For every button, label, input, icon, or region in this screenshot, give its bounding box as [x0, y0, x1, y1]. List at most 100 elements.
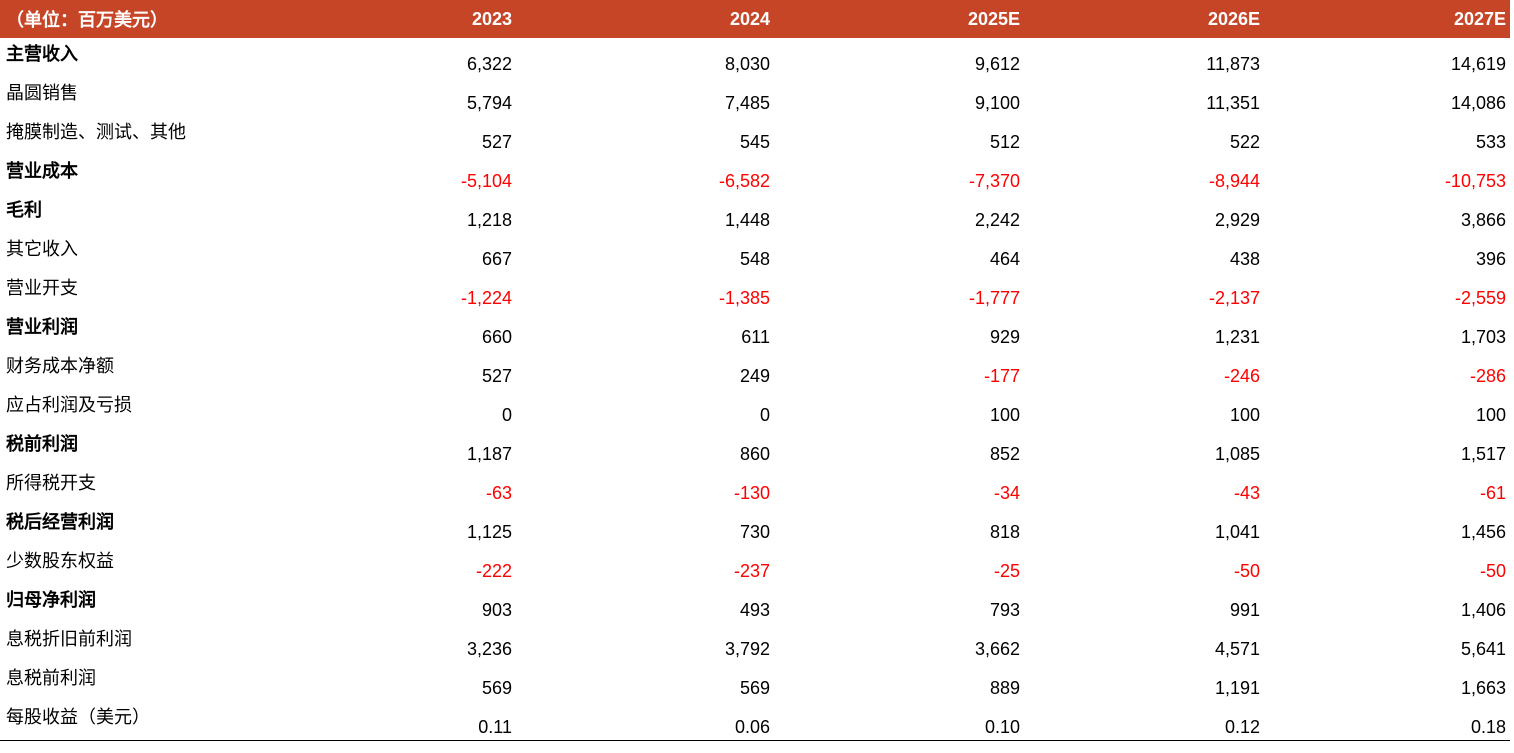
value-cell: -130	[733, 483, 770, 503]
value-cell: 464	[989, 249, 1020, 269]
value-cell: -10,753	[1444, 171, 1506, 191]
value-cell: 929	[989, 327, 1020, 347]
value-cell: 860	[739, 444, 770, 464]
row-label: 税后经营利润	[6, 512, 114, 532]
value-cell: -50	[1479, 561, 1506, 581]
value-cell: -2,137	[1208, 288, 1260, 308]
value-cell: 5,641	[1460, 639, 1506, 659]
value-cell: 1,085	[1214, 444, 1260, 464]
value-cell: 0.10	[774, 701, 1024, 741]
value-cell: 818	[989, 522, 1020, 542]
value-cell: 100	[1475, 405, 1506, 425]
value-cell: 889	[989, 678, 1020, 698]
value-cell: 1,191	[1214, 678, 1260, 698]
value-cell: 100	[989, 405, 1020, 425]
value-cell: 0.06	[516, 701, 774, 741]
value-cell: 1,187	[466, 444, 512, 464]
value-cell: 9,612	[974, 54, 1020, 74]
value-cell: 0.12	[1024, 701, 1264, 741]
value-cell: -177	[983, 366, 1020, 386]
year-header: 2025E	[967, 8, 1020, 29]
value-cell: 100	[1229, 405, 1260, 425]
row-label: 息税前利润	[6, 668, 96, 688]
value-cell: 249	[739, 366, 770, 386]
value-cell: 1,406	[1460, 600, 1506, 620]
value-cell: -1,777	[968, 288, 1020, 308]
value-cell: 730	[739, 522, 770, 542]
table-row: 主营收入 6,322 8,030 9,612 11,873 14,619	[0, 38, 1510, 77]
value-cell: 3,866	[1460, 210, 1506, 230]
value-cell: 9,100	[974, 93, 1020, 113]
value-cell: 3,236	[466, 639, 512, 659]
value-cell: 5,794	[466, 93, 512, 113]
table-row: 息税前利润 569 569 889 1,191 1,663	[0, 662, 1510, 701]
table-row: 毛利 1,218 1,448 2,242 2,929 3,866	[0, 194, 1510, 233]
table-row: 税前利润 1,187 860 852 1,085 1,517	[0, 428, 1510, 467]
value-cell: 3,792	[724, 639, 770, 659]
row-label: 息税折旧前利润	[6, 629, 132, 649]
table-row: 营业开支 -1,224 -1,385 -1,777 -2,137 -2,559	[0, 272, 1510, 311]
value-cell: 569	[481, 678, 512, 698]
table-row: 财务成本净额 527 249 -177 -246 -286	[0, 350, 1510, 389]
value-cell: 1,456	[1460, 522, 1506, 542]
row-label: 营业开支	[6, 278, 78, 298]
table-row: 税后经营利润 1,125 730 818 1,041 1,456	[0, 506, 1510, 545]
table-row: 归母净利润 903 493 793 991 1,406	[0, 584, 1510, 623]
value-cell: -34	[993, 483, 1020, 503]
value-cell: -6,582	[718, 171, 770, 191]
row-label: 应占利润及亏损	[6, 395, 132, 415]
value-cell: 493	[739, 600, 770, 620]
table-header: （单位：百万美元） 2023 2024 2025E 2026E 2027E	[0, 0, 1510, 38]
table-row: 营业利润 660 611 929 1,231 1,703	[0, 311, 1510, 350]
value-cell: 14,619	[1450, 54, 1506, 74]
value-cell: 11,873	[1206, 54, 1260, 74]
value-cell: 1,663	[1460, 678, 1506, 698]
value-cell: 3,662	[974, 639, 1020, 659]
value-cell: 569	[739, 678, 770, 698]
row-label: 少数股东权益	[6, 551, 114, 571]
value-cell: -43	[1233, 483, 1260, 503]
value-cell: 2,242	[974, 210, 1020, 230]
row-label: 毛利	[6, 200, 42, 220]
value-cell: 527	[481, 132, 512, 152]
value-cell: 7,485	[724, 93, 770, 113]
value-cell: 1,041	[1214, 522, 1260, 542]
row-label: 归母净利润	[6, 590, 96, 610]
value-cell: 14,086	[1450, 93, 1506, 113]
value-cell: -1,385	[718, 288, 770, 308]
value-cell: 1,125	[466, 522, 512, 542]
value-cell: 1,517	[1460, 444, 1506, 464]
value-cell: 527	[481, 366, 512, 386]
year-header: 2023	[471, 8, 512, 29]
row-label: 掩膜制造、测试、其他	[6, 122, 186, 142]
value-cell: 0	[501, 405, 512, 425]
value-cell: 8,030	[724, 54, 770, 74]
value-cell: 0.11	[252, 701, 516, 741]
value-cell: 1,218	[466, 210, 512, 230]
value-cell: -7,370	[968, 171, 1020, 191]
value-cell: 0	[759, 405, 770, 425]
table-row: 营业成本 -5,104 -6,582 -7,370 -8,944 -10,753	[0, 155, 1510, 194]
table-row: 其它收入 667 548 464 438 396	[0, 233, 1510, 272]
value-cell: 1,703	[1460, 327, 1506, 347]
table-row: 掩膜制造、测试、其他 527 545 512 522 533	[0, 116, 1510, 155]
value-cell: 991	[1229, 600, 1260, 620]
value-cell: -61	[1479, 483, 1506, 503]
value-cell: 667	[481, 249, 512, 269]
year-header: 2024	[729, 8, 770, 29]
year-header: 2026E	[1207, 8, 1260, 29]
row-label: 晶圆销售	[6, 83, 78, 103]
value-cell: -237	[733, 561, 770, 581]
table-row: 少数股东权益 -222 -237 -25 -50 -50	[0, 545, 1510, 584]
year-header: 2027E	[1453, 8, 1506, 29]
value-cell: 0.18	[1264, 701, 1510, 741]
value-cell: 1,448	[724, 210, 770, 230]
table-row: 息税折旧前利润 3,236 3,792 3,662 4,571 5,641	[0, 623, 1510, 662]
row-label: 其它收入	[6, 239, 78, 259]
value-cell: 533	[1475, 132, 1506, 152]
value-cell: 793	[989, 600, 1020, 620]
value-cell: 522	[1229, 132, 1260, 152]
value-cell: -50	[1233, 561, 1260, 581]
